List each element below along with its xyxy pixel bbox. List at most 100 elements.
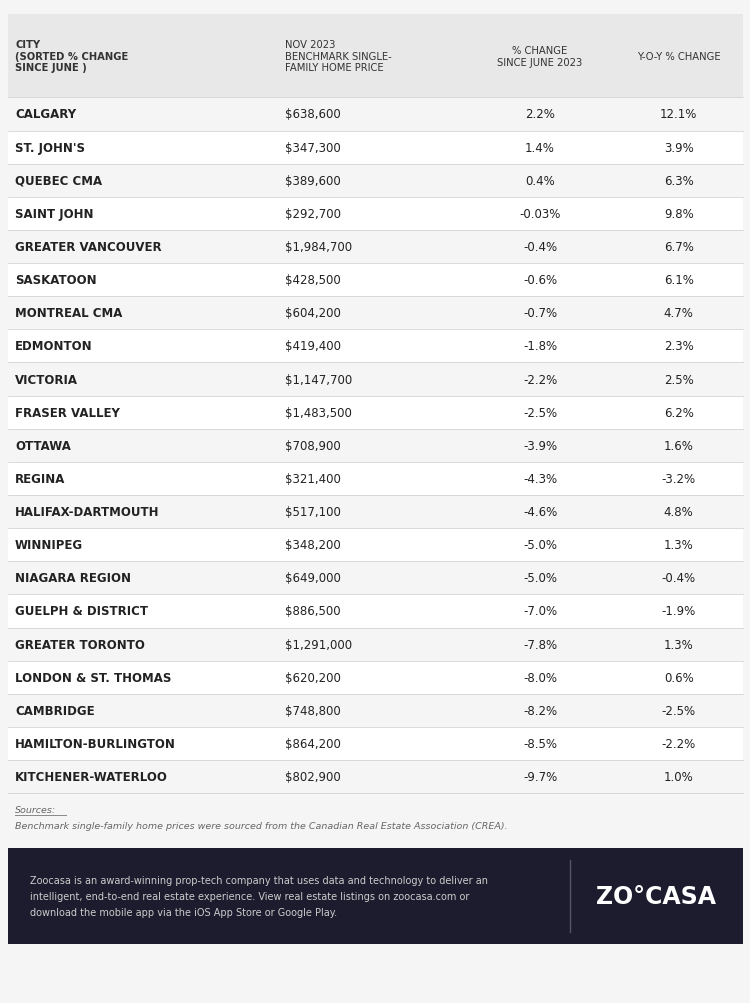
Text: -8.0%: -8.0%: [523, 671, 557, 684]
Text: EDMONTON: EDMONTON: [15, 340, 93, 353]
Bar: [8, 429, 742, 462]
Text: 1.3%: 1.3%: [664, 539, 694, 552]
Text: FRASER VALLEY: FRASER VALLEY: [15, 406, 120, 419]
Text: $389,600: $389,600: [285, 175, 340, 188]
Text: -9.7%: -9.7%: [523, 770, 557, 783]
Text: KITCHENER-WATERLOO: KITCHENER-WATERLOO: [15, 770, 168, 783]
Text: GREATER TORONTO: GREATER TORONTO: [15, 638, 145, 651]
Text: HALIFAX-DARTMOUTH: HALIFAX-DARTMOUTH: [15, 506, 160, 519]
Text: -0.4%: -0.4%: [523, 241, 557, 254]
Text: NIAGARA REGION: NIAGARA REGION: [15, 572, 131, 585]
Text: $604,200: $604,200: [285, 307, 340, 320]
Bar: [8, 231, 742, 264]
Text: 3.9%: 3.9%: [664, 141, 694, 154]
Bar: [8, 562, 742, 595]
Text: $864,200: $864,200: [285, 737, 340, 750]
Text: OTTAWA: OTTAWA: [15, 439, 70, 452]
Text: 6.1%: 6.1%: [664, 274, 694, 287]
Text: $1,291,000: $1,291,000: [285, 638, 352, 651]
Bar: [8, 727, 742, 760]
Text: -2.2%: -2.2%: [662, 737, 696, 750]
Text: SAINT JOHN: SAINT JOHN: [15, 208, 94, 221]
Text: 4.7%: 4.7%: [664, 307, 694, 320]
Text: GUELPH & DISTRICT: GUELPH & DISTRICT: [15, 605, 148, 618]
Text: -3.2%: -3.2%: [662, 472, 696, 485]
Bar: [8, 661, 742, 694]
Text: 1.3%: 1.3%: [664, 638, 694, 651]
Text: $649,000: $649,000: [285, 572, 340, 585]
Bar: [8, 849, 742, 944]
Text: $748,800: $748,800: [285, 704, 340, 717]
Bar: [8, 628, 742, 661]
Bar: [8, 15, 742, 98]
Text: $321,400: $321,400: [285, 472, 340, 485]
Text: $638,600: $638,600: [285, 108, 340, 121]
Text: -0.7%: -0.7%: [523, 307, 557, 320]
Text: $419,400: $419,400: [285, 340, 341, 353]
Bar: [8, 131, 742, 164]
Text: 12.1%: 12.1%: [660, 108, 698, 121]
Text: $292,700: $292,700: [285, 208, 341, 221]
Text: Sources:: Sources:: [15, 805, 56, 814]
Text: -4.3%: -4.3%: [523, 472, 557, 485]
Bar: [8, 396, 742, 429]
Text: 2.5%: 2.5%: [664, 373, 694, 386]
Text: -8.2%: -8.2%: [523, 704, 557, 717]
Text: $802,900: $802,900: [285, 770, 340, 783]
Text: -0.6%: -0.6%: [523, 274, 557, 287]
Text: $708,900: $708,900: [285, 439, 340, 452]
Text: CITY
(SORTED % CHANGE
SINCE JUNE ): CITY (SORTED % CHANGE SINCE JUNE ): [15, 40, 128, 73]
Text: HAMILTON-BURLINGTON: HAMILTON-BURLINGTON: [15, 737, 176, 750]
Text: $428,500: $428,500: [285, 274, 340, 287]
Bar: [8, 264, 742, 297]
Text: Benchmark single-family home prices were sourced from the Canadian Real Estate A: Benchmark single-family home prices were…: [15, 821, 508, 830]
Text: $1,483,500: $1,483,500: [285, 406, 352, 419]
Text: -0.4%: -0.4%: [662, 572, 696, 585]
Text: -0.03%: -0.03%: [519, 208, 561, 221]
Text: NOV 2023
BENCHMARK SINGLE-
FAMILY HOME PRICE: NOV 2023 BENCHMARK SINGLE- FAMILY HOME P…: [285, 40, 392, 73]
Text: WINNIPEG: WINNIPEG: [15, 539, 83, 552]
Bar: [8, 198, 742, 231]
Text: CALGARY: CALGARY: [15, 108, 76, 121]
Text: ZO°CASA: ZO°CASA: [596, 885, 716, 908]
Text: REGINA: REGINA: [15, 472, 65, 485]
Text: -2.5%: -2.5%: [523, 406, 557, 419]
Text: -3.9%: -3.9%: [523, 439, 557, 452]
Bar: [8, 98, 742, 131]
Text: GREATER VANCOUVER: GREATER VANCOUVER: [15, 241, 162, 254]
Bar: [8, 760, 742, 793]
Text: LONDON & ST. THOMAS: LONDON & ST. THOMAS: [15, 671, 171, 684]
Text: $347,300: $347,300: [285, 141, 340, 154]
Bar: [8, 694, 742, 727]
Text: 9.8%: 9.8%: [664, 208, 694, 221]
Text: 1.6%: 1.6%: [664, 439, 694, 452]
Text: 2.2%: 2.2%: [525, 108, 555, 121]
Bar: [8, 495, 742, 529]
Text: % CHANGE
SINCE JUNE 2023: % CHANGE SINCE JUNE 2023: [497, 46, 583, 67]
Text: $620,200: $620,200: [285, 671, 340, 684]
Text: ST. JOHN'S: ST. JOHN'S: [15, 141, 85, 154]
Text: -1.9%: -1.9%: [662, 605, 696, 618]
Text: -5.0%: -5.0%: [523, 539, 557, 552]
Text: -2.5%: -2.5%: [662, 704, 696, 717]
Bar: [8, 462, 742, 495]
Text: 1.0%: 1.0%: [664, 770, 694, 783]
Text: 0.4%: 0.4%: [525, 175, 555, 188]
Text: 1.4%: 1.4%: [525, 141, 555, 154]
Text: Zoocasa is an award-winning prop-tech company that uses data and technology to d: Zoocasa is an award-winning prop-tech co…: [30, 876, 488, 917]
Text: $348,200: $348,200: [285, 539, 340, 552]
Text: -5.0%: -5.0%: [523, 572, 557, 585]
Text: 0.6%: 0.6%: [664, 671, 694, 684]
Text: 6.2%: 6.2%: [664, 406, 694, 419]
Text: -7.0%: -7.0%: [523, 605, 557, 618]
Bar: [8, 529, 742, 562]
Text: MONTREAL CMA: MONTREAL CMA: [15, 307, 122, 320]
Bar: [8, 595, 742, 628]
Text: -4.6%: -4.6%: [523, 506, 557, 519]
Bar: [8, 330, 742, 363]
Text: SASKATOON: SASKATOON: [15, 274, 97, 287]
Text: 6.3%: 6.3%: [664, 175, 694, 188]
Text: $886,500: $886,500: [285, 605, 340, 618]
Bar: [8, 363, 742, 396]
Text: -1.8%: -1.8%: [523, 340, 557, 353]
